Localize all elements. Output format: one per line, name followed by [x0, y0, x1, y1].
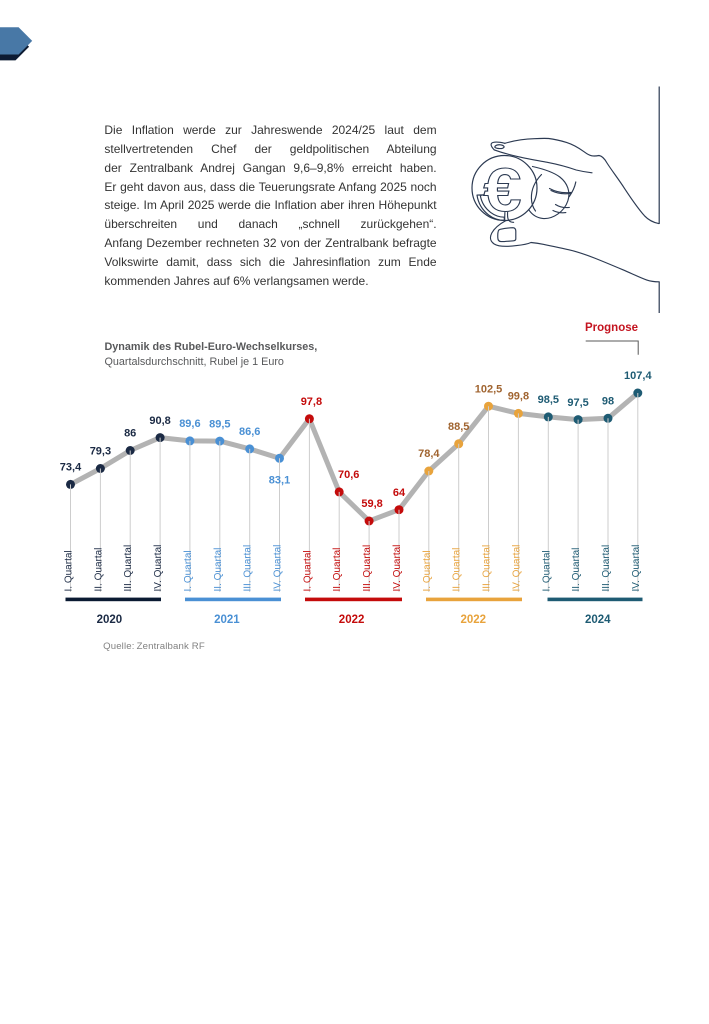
svg-text:IV. Quartal: IV. Quartal	[392, 545, 403, 592]
svg-text:98,5: 98,5	[538, 394, 559, 406]
svg-text:86,6: 86,6	[239, 426, 260, 438]
svg-text:70,6: 70,6	[338, 469, 359, 481]
svg-text:II. Quartal: II. Quartal	[452, 548, 463, 592]
svg-text:83,1: 83,1	[269, 474, 290, 486]
svg-text:III. Quartal: III. Quartal	[243, 545, 254, 592]
svg-text:II. Quartal: II. Quartal	[93, 548, 104, 592]
svg-text:III. Quartal: III. Quartal	[601, 545, 612, 592]
svg-text:II. Quartal: II. Quartal	[571, 548, 582, 592]
svg-text:2024: 2024	[585, 614, 611, 626]
svg-text:59,8: 59,8	[361, 498, 382, 510]
svg-text:IV. Quartal: IV. Quartal	[631, 545, 642, 592]
svg-text:90,8: 90,8	[149, 415, 170, 427]
svg-text:Prognose: Prognose	[585, 322, 638, 334]
svg-text:2022: 2022	[461, 614, 487, 626]
svg-text:79,3: 79,3	[90, 446, 111, 458]
svg-text:III. Quartal: III. Quartal	[362, 545, 373, 592]
svg-text:89,5: 89,5	[209, 418, 230, 430]
svg-text:97,8: 97,8	[301, 396, 322, 408]
svg-text:99,8: 99,8	[508, 391, 529, 403]
svg-text:I. Quartal: I. Quartal	[183, 550, 194, 591]
svg-text:IV. Quartal: IV. Quartal	[511, 545, 522, 592]
svg-text:I. Quartal: I. Quartal	[64, 550, 75, 591]
svg-text:III. Quartal: III. Quartal	[123, 545, 134, 592]
svg-text:2021: 2021	[214, 614, 240, 626]
svg-text:78,4: 78,4	[418, 448, 440, 460]
svg-text:102,5: 102,5	[475, 383, 503, 395]
svg-text:86: 86	[124, 428, 136, 440]
svg-text:2020: 2020	[97, 614, 123, 626]
svg-text:107,4: 107,4	[624, 370, 652, 382]
svg-text:I. Quartal: I. Quartal	[541, 550, 552, 591]
svg-text:64: 64	[393, 487, 406, 499]
svg-text:98: 98	[602, 396, 614, 408]
svg-text:IV. Quartal: IV. Quartal	[153, 545, 164, 592]
svg-text:II. Quartal: II. Quartal	[332, 548, 343, 592]
svg-text:€: €	[483, 155, 521, 224]
svg-text:I. Quartal: I. Quartal	[302, 550, 313, 591]
svg-text:97,5: 97,5	[567, 397, 588, 409]
svg-text:III. Quartal: III. Quartal	[482, 545, 493, 592]
svg-text:73,4: 73,4	[60, 462, 82, 474]
svg-text:88,5: 88,5	[448, 421, 469, 433]
svg-text:IV. Quartal: IV. Quartal	[273, 545, 284, 592]
svg-text:89,6: 89,6	[179, 418, 200, 430]
svg-text:I. Quartal: I. Quartal	[422, 550, 433, 591]
svg-text:II. Quartal: II. Quartal	[213, 548, 224, 592]
svg-text:2022: 2022	[339, 614, 365, 626]
